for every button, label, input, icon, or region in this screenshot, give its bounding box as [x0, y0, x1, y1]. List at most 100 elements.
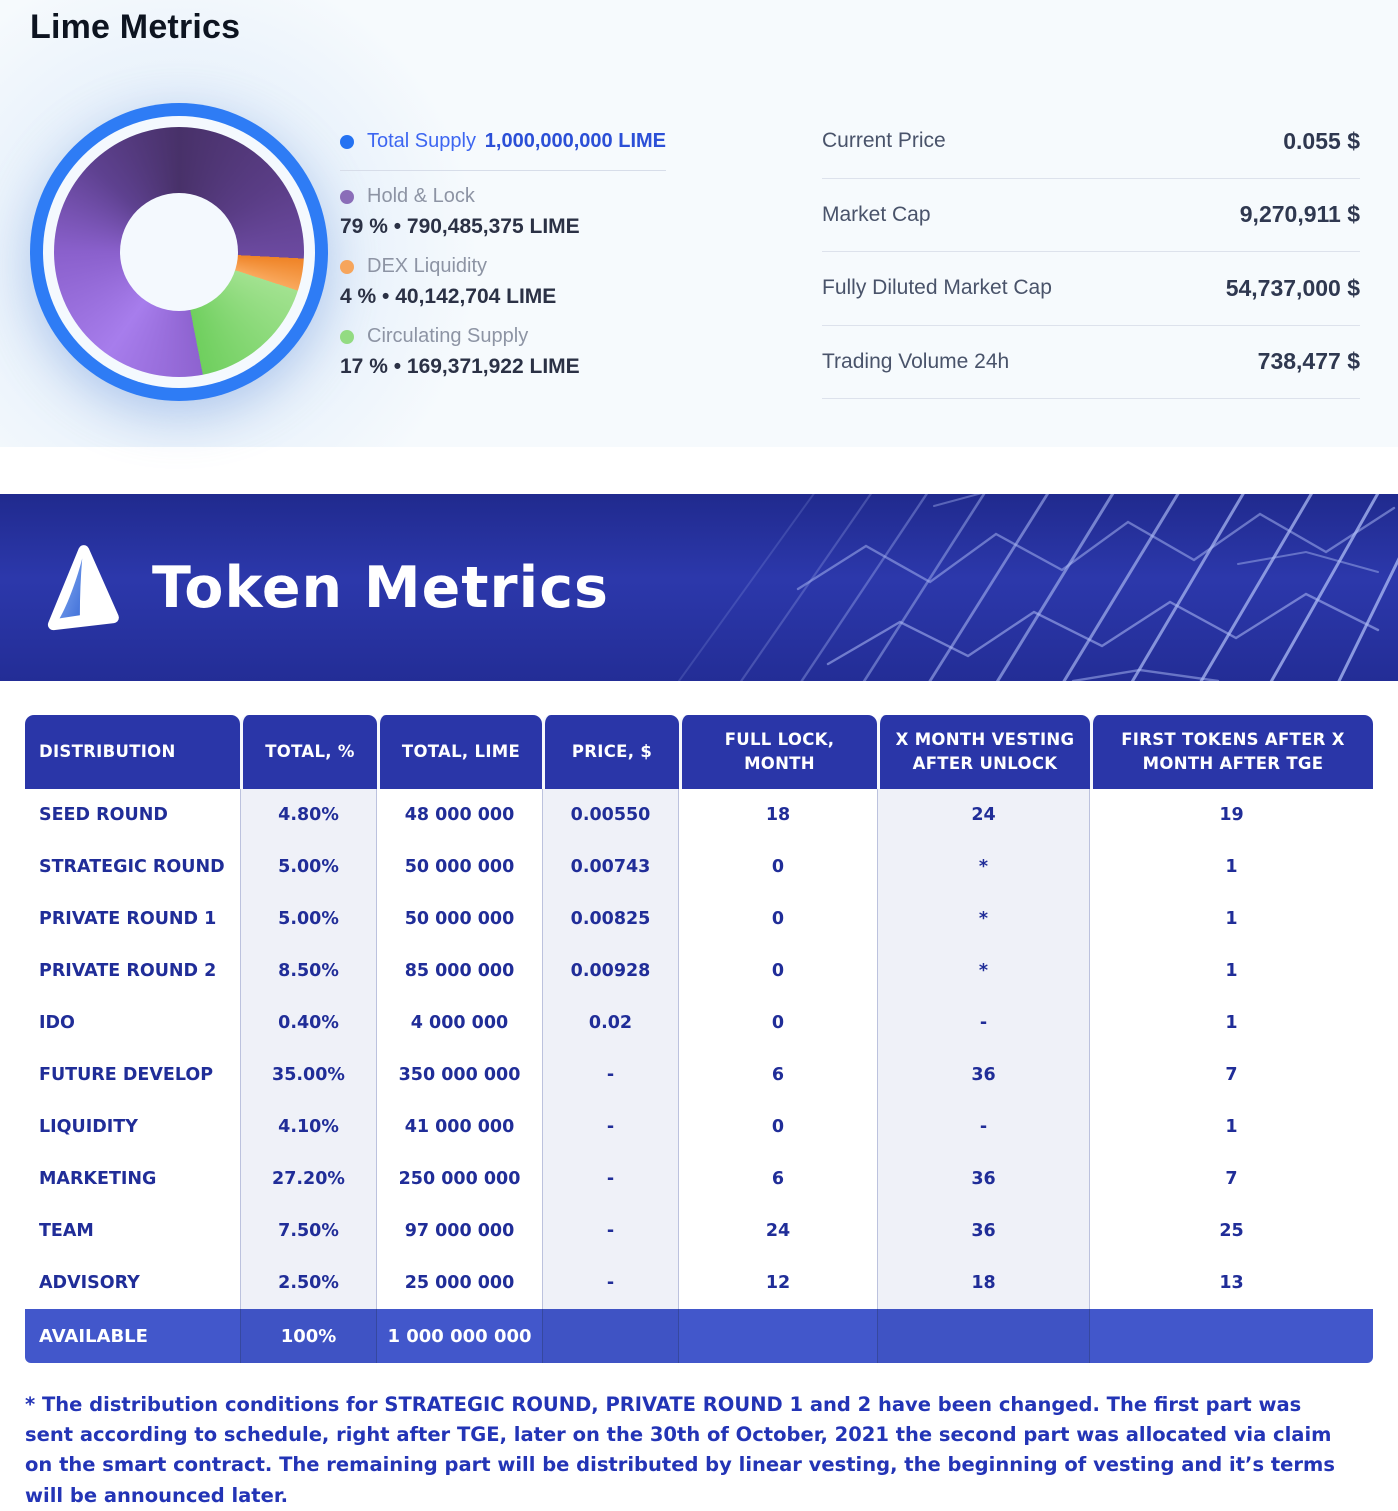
value-cell: 19 [1090, 789, 1373, 841]
lime-metrics-section: Lime Metrics Total Supply 1,000,000,000 … [0, 0, 1398, 447]
table-footer-row: AVAILABLE 100% 1 000 000 000 [25, 1309, 1373, 1363]
column-header: TOTAL, % [240, 715, 377, 789]
value-cell: 12 [679, 1257, 877, 1309]
row-label-cell: IDO [25, 997, 240, 1049]
total-supply-dot-icon [340, 134, 354, 149]
value-cell: 0.00928 [542, 945, 679, 997]
value-cell: - [877, 997, 1090, 1049]
value-cell: 0 [679, 893, 877, 945]
value-cell: 0.40% [240, 997, 377, 1049]
fully-diluted-market-cap-value: 54,737,000 $ [1225, 274, 1360, 301]
value-cell: 0.02 [542, 997, 679, 1049]
table-row: PRIVATE ROUND 2 8.50% 85 000 000 0.00928 0 * 1 [25, 945, 1373, 997]
row-label-cell: SEED ROUND [25, 789, 240, 841]
value-cell: - [542, 1101, 679, 1153]
value-cell: 350 000 000 [377, 1049, 542, 1101]
value-cell: 0.00550 [542, 789, 679, 841]
table-row: MARKETING 27.20% 250 000 000-6 36 7 [25, 1153, 1373, 1205]
value-cell: 85 000 000 [377, 945, 542, 997]
column-header: TOTAL, LIME [377, 715, 542, 789]
value-cell: 7.50% [240, 1205, 377, 1257]
donut-hole [120, 193, 238, 311]
dex-liquidity-value: 4 % • 40,142,704 LIME [340, 285, 557, 308]
column-header: FULL LOCK, MONTH [679, 715, 877, 789]
token-distribution-table: DISTRIBUTION TOTAL, % TOTAL, LIME PRICE, $ F… [25, 715, 1373, 1363]
table-body: SEED ROUND 4.80% 48 000 000 0.00550 18 24 19 ST… [25, 789, 1373, 1309]
stat-row-trading-volume: Trading Volume 24h 738,477 $ [822, 326, 1360, 399]
table-row: IDO 0.40% 4 000 000 0.02 0-1 [25, 997, 1373, 1049]
hold-lock-value: 79 % • 790,485,375 LIME [340, 215, 580, 238]
value-cell: 97 000 000 [377, 1205, 542, 1257]
token-metrics-banner: Token Metrics [0, 494, 1398, 681]
value-cell: 35.00% [240, 1049, 377, 1101]
value-cell: 6 [679, 1049, 877, 1101]
row-label-cell: LIQUIDITY [25, 1101, 240, 1153]
hold-lock-label: Hold & Lock [367, 185, 475, 207]
dex-liquidity-dot-icon [340, 259, 354, 274]
value-cell: 1 [1090, 997, 1373, 1049]
total-supply-value: 1,000,000,000 LIME [484, 130, 666, 152]
value-cell: 50 000 000 [377, 841, 542, 893]
table-row: PRIVATE ROUND 1 5.00% 50 000 000 0.00825 0 * 1 [25, 893, 1373, 945]
value-cell: 4 000 000 [377, 997, 542, 1049]
footer-value-cell [1090, 1309, 1373, 1363]
value-cell: 2.50% [240, 1257, 377, 1309]
value-cell: - [542, 1049, 679, 1101]
distribution-footnote: * The distribution conditions for STRATE… [25, 1393, 1335, 1507]
hold-lock-dot-icon [340, 189, 354, 204]
value-cell: 0 [679, 841, 877, 893]
market-cap-label: Market Cap [822, 202, 931, 226]
row-label-cell: PRIVATE ROUND 2 [25, 945, 240, 997]
value-cell: - [877, 1101, 1090, 1153]
stat-row-current-price: Current Price 0.055 $ [822, 105, 1360, 179]
banner-content: Token Metrics [44, 543, 609, 633]
footer-value-cell [542, 1309, 679, 1363]
current-price-value: 0.055 $ [1283, 127, 1360, 154]
market-stats-panel: Current Price 0.055 $ Market Cap 9,270,9… [822, 105, 1360, 399]
footer-value-cell [679, 1309, 877, 1363]
current-price-label: Current Price [822, 129, 946, 153]
column-header: X MONTH VESTING AFTER UNLOCK [877, 715, 1090, 789]
legend-total-supply: Total Supply 1,000,000,000 LIME [340, 130, 666, 153]
footer-value-cell: 1 000 000 000 [377, 1309, 542, 1363]
value-cell: 36 [877, 1049, 1090, 1101]
fully-diluted-market-cap-label: Fully Diluted Market Cap [822, 276, 1052, 300]
supply-donut-chart [30, 103, 328, 401]
legend-divider [340, 170, 666, 171]
market-cap-value: 9,270,911 $ [1239, 201, 1360, 228]
circulating-supply-value: 17 % • 169,371,922 LIME [340, 355, 580, 378]
value-cell: 5.00% [240, 893, 377, 945]
footer-value-cell: 100% [240, 1309, 377, 1363]
value-cell: * [877, 841, 1090, 893]
value-cell: 7 [1090, 1153, 1373, 1205]
row-label-cell: PRIVATE ROUND 1 [25, 893, 240, 945]
value-cell: 1 [1090, 1101, 1373, 1153]
value-cell: 6 [679, 1153, 877, 1205]
value-cell: * [877, 945, 1090, 997]
value-cell: 27.20% [240, 1153, 377, 1205]
value-cell: 0.00825 [542, 893, 679, 945]
value-cell: 0.00743 [542, 841, 679, 893]
circulating-supply-label: Circulating Supply [367, 325, 529, 347]
chart-legend: Total Supply 1,000,000,000 LIME Hold & L… [340, 130, 666, 395]
legend-item-dex-liquidity: DEX Liquidity 4 % • 40,142,704 LIME [340, 255, 666, 309]
legend-item-circulating-supply: Circulating Supply 17 % • 169,371,922 LI… [340, 325, 666, 379]
column-header: FIRST TOKENS AFTER X MONTH AFTER TGE [1090, 715, 1373, 789]
row-label-cell: MARKETING [25, 1153, 240, 1205]
value-cell: 4.80% [240, 789, 377, 841]
column-header: DISTRIBUTION [25, 715, 240, 789]
value-cell: 8.50% [240, 945, 377, 997]
table-row: ADVISORY 2.50% 25 000 000-12 18 13 [25, 1257, 1373, 1309]
value-cell: 24 [679, 1205, 877, 1257]
value-cell: 4.10% [240, 1101, 377, 1153]
value-cell: 0 [679, 1101, 877, 1153]
trading-volume-value: 738,477 $ [1257, 348, 1360, 375]
value-cell: 50 000 000 [377, 893, 542, 945]
value-cell: 0 [679, 945, 877, 997]
value-cell: - [542, 1257, 679, 1309]
table-header-row: DISTRIBUTION TOTAL, % TOTAL, LIME PRICE, $ F… [25, 715, 1373, 789]
value-cell: * [877, 893, 1090, 945]
value-cell: 18 [679, 789, 877, 841]
table-row: TEAM 7.50% 97 000 000-24 36 25 [25, 1205, 1373, 1257]
value-cell: - [542, 1153, 679, 1205]
